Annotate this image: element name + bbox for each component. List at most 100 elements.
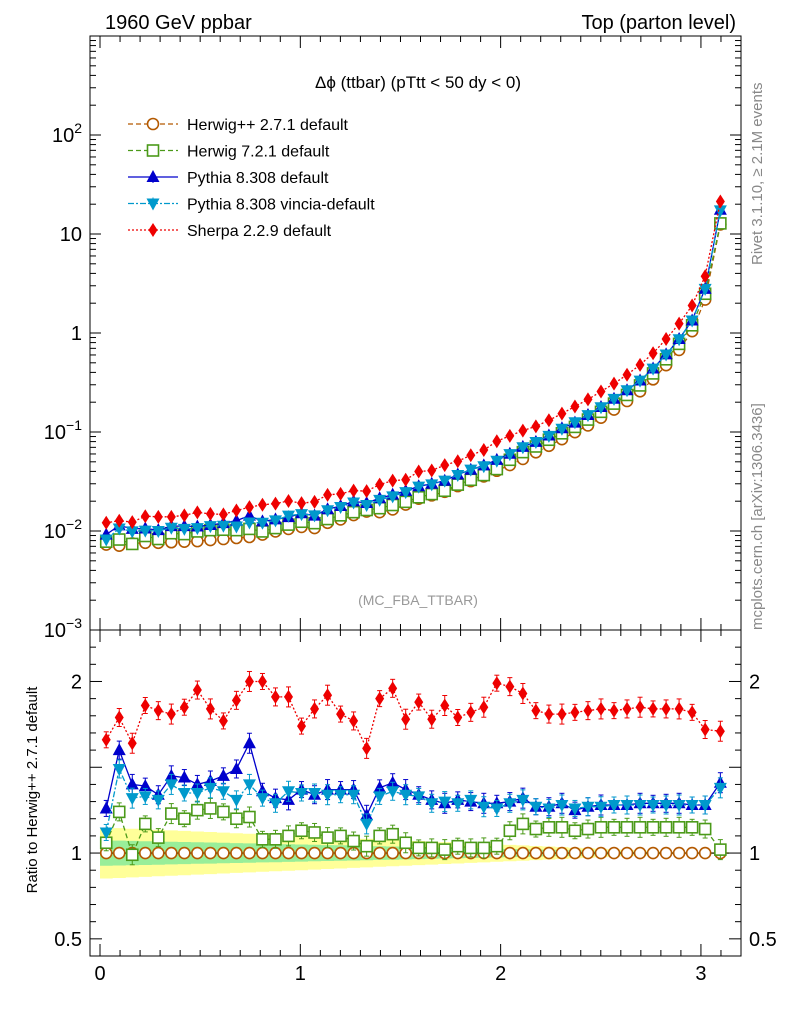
data-point [244,500,254,515]
ratio-point [516,817,530,831]
data-point [216,520,230,533]
ratio-point [349,713,359,728]
main-y-tick-label: 10−1 [44,417,82,444]
data-point [648,346,658,361]
data-point [596,384,606,399]
ratio-point-reference [503,846,517,860]
ratio-point [490,803,504,816]
data-point [672,334,686,347]
data-point [177,523,191,536]
ratio-point [492,676,502,691]
ratio-point [542,803,556,816]
data-point [112,523,126,536]
ratio-y-tick-label: 2 [71,671,82,693]
ratio-point [570,705,580,720]
ratio-point [672,800,686,813]
ratio-point [270,689,280,704]
data-point [505,428,515,443]
data-point [685,315,699,328]
ratio-point [138,817,152,831]
ratio-point-reference [256,846,269,860]
ratio-point [125,777,139,790]
data-point [151,526,165,538]
ratio-point-reference [282,846,295,860]
ratio-point [414,695,424,710]
data-point [451,469,465,482]
ratio-point [375,691,385,706]
ratio-point [412,791,426,804]
ratio-point-reference [204,846,217,860]
ratio-point [295,824,308,838]
ratio-point [581,801,595,814]
ratio-point [205,701,215,716]
data-point [101,515,111,530]
header-right: Top (parton level) [581,12,736,34]
ratio-point [685,821,699,834]
ratio-point [125,848,139,862]
data-point [140,509,150,524]
ratio-point [607,800,621,813]
ratio-point [401,712,411,727]
series-line-4 [106,201,722,524]
legend-marker [146,144,160,157]
data-point [323,487,333,502]
data-point [594,402,608,415]
main-y-tick-label: 1 [71,323,82,345]
ratio-point-reference [529,846,543,860]
legend-label: Herwig++ 2.7.1 default [187,117,349,134]
ratio-point-reference [230,846,243,860]
ratio-point-reference [581,846,595,860]
data-point [531,419,541,434]
ratio-point [257,674,267,689]
mcplots-label: mcplots.cern.ch [arXiv:1306.3436] [749,403,766,630]
data-point [581,410,595,423]
data-point [464,464,478,477]
ratio-point [568,803,582,816]
ratio-point [360,818,374,831]
ratio-point [177,788,191,800]
ratio-point [151,794,165,807]
data-point [555,423,569,436]
x-tick-label: 2 [495,963,506,985]
data-point [257,497,267,512]
x-tick-label: 3 [695,963,706,985]
data-point [425,479,439,492]
ratio-point [217,805,230,819]
ratio-point-reference [165,846,178,860]
ratio-y-tick-label-right: 1 [749,843,760,865]
ratio-point [386,827,399,841]
ratio-point [646,821,660,834]
ratio-point [347,789,361,802]
ratio-point-reference [217,846,230,860]
ratio-point [633,800,647,813]
analysis-watermark: (MC_FBA_TTBAR) [358,592,478,608]
ratio-point [140,698,150,713]
legend-marker [148,223,158,237]
ratio-point [685,800,699,813]
ratio-point-reference [373,846,386,860]
ratio-point [544,707,554,722]
ratio-point [99,801,113,814]
ratio-point [672,821,686,834]
data-point [503,449,517,462]
data-point [440,458,450,473]
data-point [334,501,348,514]
ratio-point [190,777,204,790]
ratio-point [269,833,282,846]
x-tick-label: 1 [295,963,306,985]
ratio-y-tick-label-right: 0.5 [749,929,777,951]
ratio-point-reference [516,846,530,860]
data-point [427,463,437,478]
ratio-point [477,801,491,814]
legend-label: Sherpa 2.2.9 default [187,223,332,240]
ratio-point [138,779,152,792]
ratio-point [440,698,450,713]
data-point [125,526,139,539]
data-point [270,496,280,511]
rivet-label: Rivet 3.1.10, ≥ 2.1M events [749,83,766,266]
ratio-point [555,821,569,834]
ratio-point [229,794,243,807]
ratio-point [166,707,176,722]
ratio-point [231,693,241,708]
ratio-point [308,826,321,839]
